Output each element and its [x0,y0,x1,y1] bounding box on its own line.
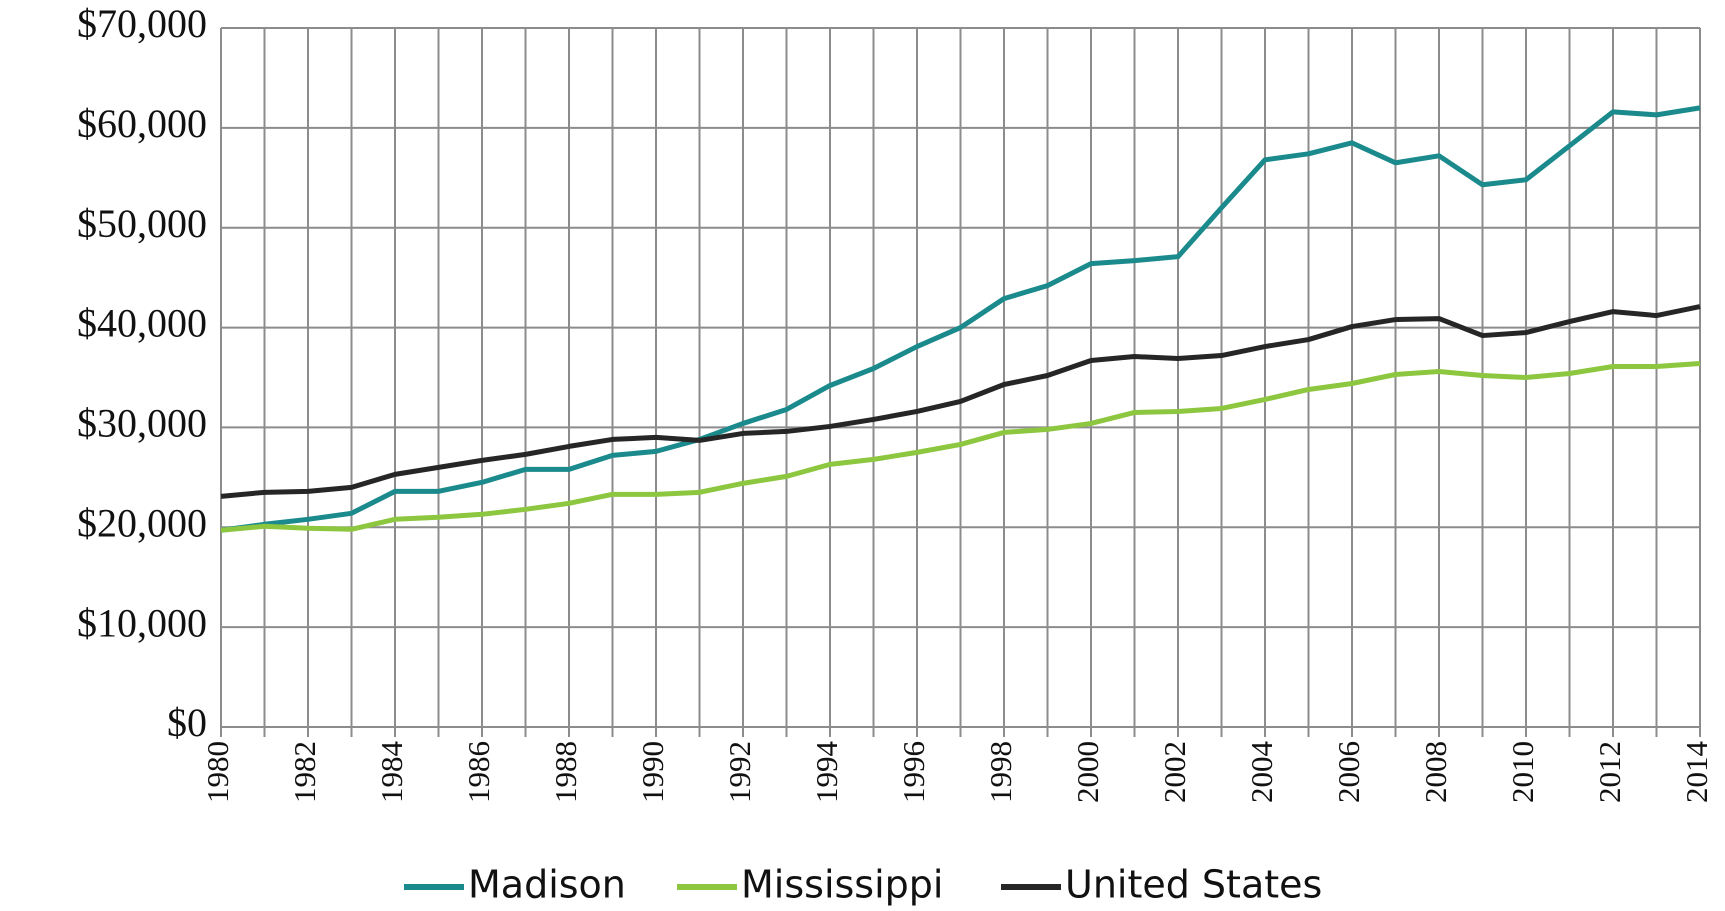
y-tick-label: $30,000 [77,401,207,446]
x-tick-label: 1992 [722,741,757,803]
series-line [220,304,1701,499]
series-line [220,361,1701,533]
y-tick-label: $50,000 [77,201,207,246]
y-tick-label: $10,000 [77,600,207,645]
x-tick-label: 2004 [1244,741,1279,804]
x-tick-label: 1984 [374,741,409,804]
x-tick-label: 2006 [1331,741,1366,803]
x-tick-label: 1996 [896,741,931,803]
x-tick-label: 1990 [635,741,670,803]
x-tick-label: 1982 [287,741,322,803]
x-tick-label: 2010 [1505,741,1540,803]
x-tick-label: 2002 [1157,741,1192,803]
legend-label: Madison [468,863,626,907]
x-tick-label: 2012 [1592,741,1627,803]
x-tick-label: 1988 [548,741,583,803]
legend-label: Mississippi [741,863,943,907]
series-line [220,105,1701,533]
x-tick-label: 1980 [200,741,235,803]
x-tick-label: 2008 [1418,741,1453,803]
y-tick-label: $70,000 [77,1,207,46]
x-tick-label: 1994 [809,741,844,804]
legend-label: United States [1065,863,1322,907]
x-tick-label: 2014 [1679,741,1714,804]
y-tick-label: $0 [167,700,207,745]
y-tick-label: $40,000 [77,301,207,346]
x-tick-label: 1986 [461,741,496,803]
y-tick-label: $60,000 [77,101,207,146]
x-tick-label: 1998 [983,741,1018,803]
y-tick-label: $20,000 [77,500,207,545]
x-tick-label: 2000 [1070,741,1105,803]
